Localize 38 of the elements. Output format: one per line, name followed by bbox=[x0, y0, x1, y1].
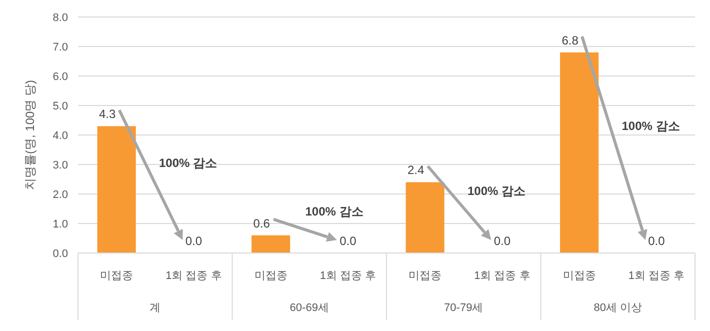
y-tick-label: 8.0 bbox=[52, 12, 68, 24]
data-label: 0.0 bbox=[494, 234, 511, 248]
bar bbox=[252, 235, 290, 253]
annotation: 100% 감소 bbox=[305, 204, 364, 218]
annotation: 100% 감소 bbox=[622, 119, 680, 134]
y-tick-label: 5.0 bbox=[52, 100, 68, 112]
data-label: 0.0 bbox=[340, 234, 357, 248]
y-tick-label: 3.0 bbox=[52, 160, 68, 172]
x-tick-label: 미접종 bbox=[100, 270, 134, 282]
y-axis-title: 치명률(명, 100명 당) bbox=[23, 80, 37, 190]
x-tick-label: 1회 접종 후 bbox=[474, 270, 530, 282]
text: 60-69세 bbox=[290, 302, 329, 314]
y-tick-label: 6.0 bbox=[52, 71, 68, 83]
data-label: 2.4 bbox=[407, 163, 424, 178]
annotation: 100% 감소 bbox=[467, 184, 526, 198]
text: 80세 이상 bbox=[594, 302, 642, 314]
bar bbox=[406, 182, 444, 253]
bar bbox=[97, 126, 136, 253]
x-tick-label: 미접종 bbox=[408, 270, 442, 282]
x-tick-label: 미접종 bbox=[562, 270, 596, 282]
y-tick-label: 1.0 bbox=[52, 218, 68, 230]
data-label: 0.0 bbox=[648, 234, 666, 248]
annotation: 100% 감소 bbox=[158, 156, 218, 170]
x-tick-label: 1회 접종 후 bbox=[166, 270, 222, 282]
bar bbox=[560, 52, 599, 253]
y-tick-label: 2.0 bbox=[52, 189, 68, 201]
data-label: 0.0 bbox=[185, 234, 202, 248]
y-tick-label: 0.0 bbox=[52, 248, 68, 260]
y-tick-label: 7.0 bbox=[52, 42, 68, 54]
data-label: 6.8 bbox=[562, 33, 579, 48]
data-label: 0.6 bbox=[253, 216, 270, 230]
x-tick-label: 1회 접종 후 bbox=[320, 270, 376, 282]
text: 70-79세 bbox=[444, 302, 484, 314]
data-label: 4.3 bbox=[98, 107, 116, 122]
x-tick-label: 미접종 bbox=[254, 270, 288, 282]
y-tick-label: 4.0 bbox=[52, 130, 68, 142]
x-tick-label: 1회 접종 후 bbox=[628, 270, 685, 282]
text: 계 bbox=[150, 302, 161, 314]
